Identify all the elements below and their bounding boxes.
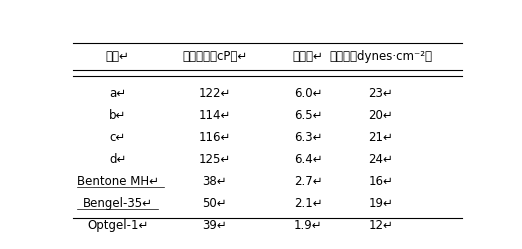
Text: 114↵: 114↵ xyxy=(199,109,231,122)
Text: 39↵: 39↵ xyxy=(203,219,227,232)
Text: 6.3↵: 6.3↵ xyxy=(294,131,322,144)
Text: 21↵: 21↵ xyxy=(369,131,393,144)
Text: 24↵: 24↵ xyxy=(369,153,393,166)
Text: 样品↵: 样品↵ xyxy=(106,50,130,63)
Text: 50↵: 50↵ xyxy=(203,197,227,210)
Text: 6.5↵: 6.5↵ xyxy=(294,109,322,122)
Text: Bengel-35↵: Bengel-35↵ xyxy=(83,197,153,210)
Text: 19↵: 19↵ xyxy=(369,197,393,210)
Text: c↵: c↵ xyxy=(110,131,126,144)
Text: 20↵: 20↵ xyxy=(369,109,393,122)
Text: a↵: a↵ xyxy=(109,87,126,100)
Text: d↵: d↵ xyxy=(109,153,126,166)
Text: 1.9↵: 1.9↵ xyxy=(294,219,322,232)
Text: 38↵: 38↵ xyxy=(203,175,227,188)
Text: 6.0↵: 6.0↵ xyxy=(294,87,322,100)
Text: 屈服值（dynes·cm⁻²）: 屈服值（dynes·cm⁻²） xyxy=(329,50,432,63)
Text: 116↵: 116↵ xyxy=(199,131,231,144)
Text: 塑性粘度（cP）↵: 塑性粘度（cP）↵ xyxy=(182,50,247,63)
Text: 12↵: 12↵ xyxy=(369,219,393,232)
Text: b↵: b↵ xyxy=(109,109,126,122)
Text: 125↵: 125↵ xyxy=(199,153,231,166)
Text: 23↵: 23↵ xyxy=(369,87,393,100)
Text: 触变值↵: 触变值↵ xyxy=(292,50,324,63)
Text: 122↵: 122↵ xyxy=(199,87,231,100)
Text: 16↵: 16↵ xyxy=(369,175,393,188)
Text: 2.7↵: 2.7↵ xyxy=(294,175,322,188)
Text: Bentone MH↵: Bentone MH↵ xyxy=(77,175,159,188)
Text: 6.4↵: 6.4↵ xyxy=(294,153,322,166)
Text: Optgel-1↵: Optgel-1↵ xyxy=(87,219,149,232)
Text: 2.1↵: 2.1↵ xyxy=(294,197,322,210)
